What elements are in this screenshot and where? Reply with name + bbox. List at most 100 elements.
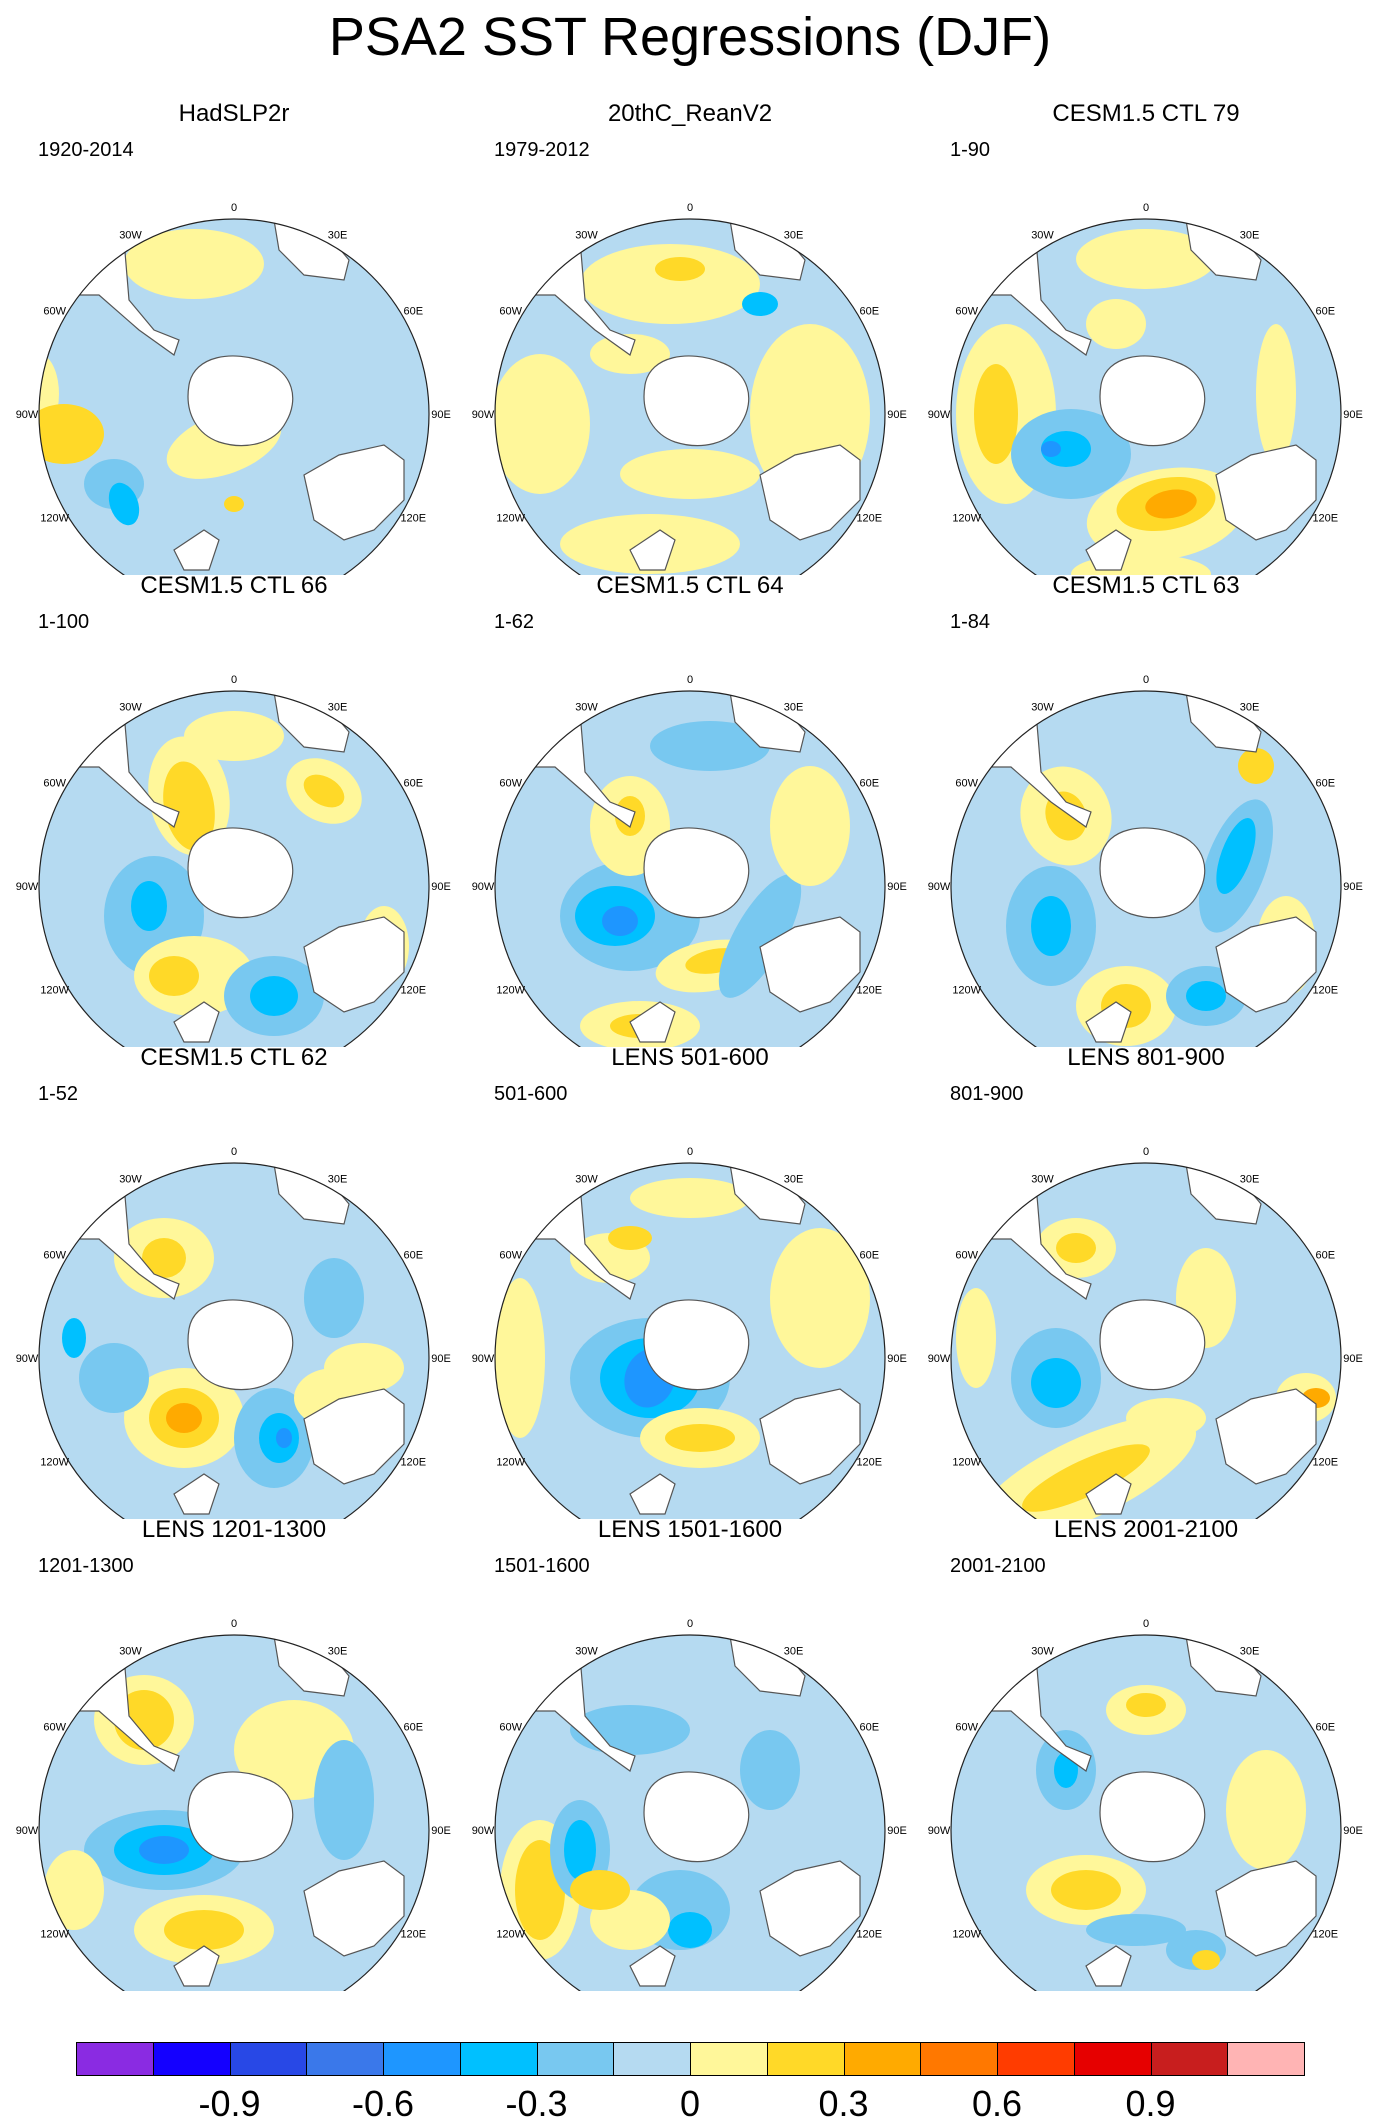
landmass: [1215, 1388, 1317, 1485]
anomaly-contour: [742, 292, 778, 316]
map-panel: CESM1.5 CTL 661-100030E60E90E120E150E180…: [4, 572, 464, 1047]
anomaly-contour: [124, 229, 264, 299]
panel-title: CESM1.5 CTL 64: [596, 572, 784, 599]
longitude-label: 120E: [856, 1457, 882, 1469]
longitude-label: 30W: [119, 702, 142, 714]
longitude-label: 90W: [928, 881, 951, 893]
panel-period: 801-900: [950, 1083, 1024, 1105]
map-panel: LENS 1501-16001501-1600030E60E90E120E150…: [460, 1516, 920, 1991]
panel-title: CESM1.5 CTL 66: [140, 572, 328, 599]
longitude-label: 120E: [1312, 513, 1338, 525]
landmass: [1215, 1860, 1317, 1957]
longitude-label: 60E: [1316, 306, 1336, 318]
landmass: [303, 444, 405, 541]
panel-title: HadSLP2r: [178, 100, 290, 127]
colorbar-swatch: [613, 2042, 691, 2076]
landmass: [173, 1001, 220, 1043]
antarctica: [187, 355, 294, 447]
map-frame: [38, 1162, 430, 1519]
longitude-label: 90E: [887, 881, 907, 893]
panel-period: 1-84: [950, 611, 991, 633]
longitude-label: 120E: [1312, 1929, 1338, 1941]
polar-map: 030E60E90E120E150E180150W120W90W60W30W: [928, 1146, 1363, 1519]
polar-map: 030E60E90E120E150E180150W120W90W60W30W: [472, 1618, 907, 1991]
anomaly-contour: [166, 1403, 202, 1433]
longitude-label: 60W: [499, 778, 522, 790]
longitude-label: 90W: [472, 881, 495, 893]
anomaly-contour: [1041, 431, 1091, 467]
colorbar-tick-label: -0.9: [198, 2083, 261, 2124]
landmass: [1085, 529, 1132, 571]
map-panel: 20thC_ReanV21979-2012030E60E90E120E150E1…: [460, 100, 920, 575]
panel-title: LENS 1501-1600: [597, 1516, 783, 1543]
longitude-label: 30W: [1031, 702, 1054, 714]
landmass: [759, 1388, 861, 1485]
longitude-label: 90E: [887, 1825, 907, 1837]
colorbar-tick-label: -0.3: [505, 2083, 568, 2124]
map-frame: [950, 1162, 1342, 1519]
longitude-label: 60E: [860, 306, 880, 318]
anomaly-contour: [149, 956, 199, 996]
longitude-label: 30W: [1031, 1174, 1054, 1186]
longitude-label: 120E: [1312, 985, 1338, 997]
longitude-label: 120E: [1312, 1457, 1338, 1469]
panel-title: LENS 501-600: [611, 1044, 769, 1071]
anomaly-contour: [62, 1318, 86, 1358]
colorbar-swatch: [843, 2042, 922, 2076]
longitude-label: 30W: [119, 230, 142, 242]
longitude-label: 90E: [1343, 409, 1363, 421]
anomaly-contour: [1076, 229, 1216, 289]
longitude-label: 30E: [784, 702, 804, 714]
longitude-label: 90W: [16, 409, 39, 421]
polar-map: 030E60E90E120E150E180150W120W90W60W30W: [16, 202, 451, 575]
longitude-label: 60E: [404, 1722, 424, 1734]
antarctica: [643, 827, 750, 919]
map-frame: [494, 218, 886, 575]
longitude-label: 120W: [952, 985, 981, 997]
anomaly-contour: [250, 976, 298, 1016]
colorbar: [76, 2042, 1305, 2078]
longitude-label: 120E: [856, 513, 882, 525]
longitude-label: 0: [231, 1146, 237, 1158]
longitude-label: 120W: [40, 1929, 69, 1941]
map-panel: CESM1.5 CTL 631-84030E60E90E120E150E1801…: [916, 572, 1376, 1047]
landmass: [1215, 444, 1317, 541]
anomaly-contour: [1126, 1398, 1206, 1438]
longitude-label: 90W: [928, 1825, 951, 1837]
polar-map: 030E60E90E120E150E180150W120W90W60W30W: [928, 674, 1363, 1047]
panel-period: 1201-1300: [38, 1555, 134, 1577]
longitude-label: 0: [687, 674, 693, 686]
landmass: [629, 1945, 676, 1987]
longitude-label: 30W: [575, 230, 598, 242]
longitude-label: 0: [1143, 1146, 1149, 1158]
antarctica: [1099, 1771, 1206, 1863]
longitude-label: 120E: [400, 985, 426, 997]
panel-title: CESM1.5 CTL 63: [1052, 572, 1240, 599]
longitude-label: 90W: [472, 409, 495, 421]
colorbar-tick-label: 0.3: [818, 2083, 869, 2124]
colorbar-swatch: [690, 2042, 768, 2076]
colorbar-swatch: [997, 2042, 1075, 2076]
longitude-label: 90E: [431, 881, 451, 893]
longitude-label: 90E: [431, 1353, 451, 1365]
antarctica: [187, 1771, 294, 1863]
longitude-label: 120W: [952, 513, 981, 525]
anomaly-contour: [740, 1730, 800, 1810]
longitude-label: 30E: [784, 230, 804, 242]
anomaly-contour: [139, 1836, 189, 1864]
longitude-label: 0: [687, 1146, 693, 1158]
longitude-label: 0: [1143, 202, 1149, 214]
colorbar-tick-label: 0.9: [1125, 2083, 1176, 2124]
anomaly-contour: [580, 244, 760, 324]
colorbar-swatch: [920, 2042, 998, 2076]
landmass: [173, 529, 220, 571]
anomaly-contour: [1022, 1444, 1150, 1512]
panel-period: 1-52: [38, 1083, 79, 1105]
longitude-label: 60W: [499, 1722, 522, 1734]
landmass: [1085, 1945, 1132, 1987]
anomaly-contour: [495, 354, 590, 494]
longitude-label: 60W: [955, 306, 978, 318]
anomaly-contour: [602, 906, 638, 936]
longitude-label: 30E: [328, 1174, 348, 1186]
antarctica: [187, 827, 294, 919]
